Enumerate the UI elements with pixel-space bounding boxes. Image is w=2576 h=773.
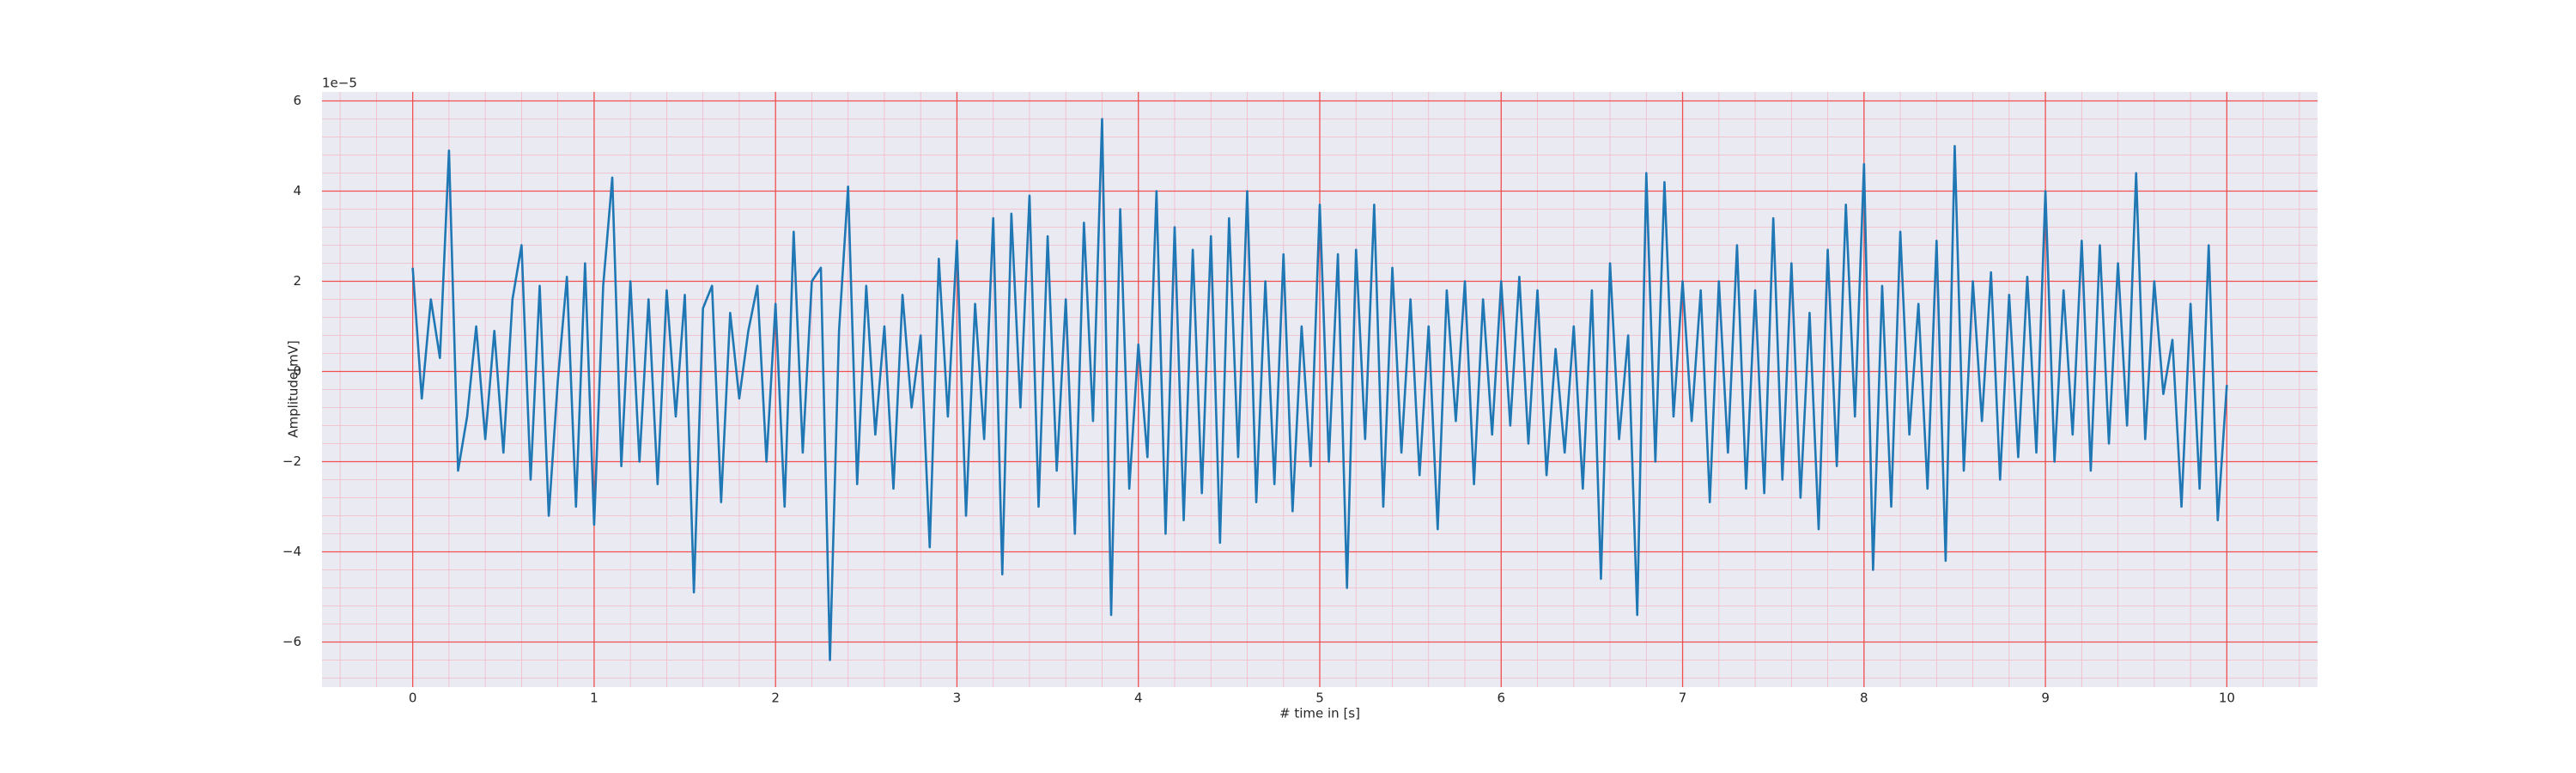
y-tick-label: 0 [293, 363, 301, 379]
x-tick-label: 3 [953, 691, 962, 706]
x-tick-label: 8 [1860, 691, 1868, 706]
x-tick-label: 4 [1134, 691, 1143, 706]
signal-line [411, 118, 2228, 661]
x-tick-label: 7 [1679, 691, 1687, 706]
y-tick-label: 2 [293, 273, 301, 289]
y-offset-text: 1e−5 [322, 76, 357, 91]
x-tick-label: 6 [1497, 691, 1505, 706]
x-tick-label: 1 [590, 691, 598, 706]
x-tick-label: 5 [1315, 691, 1324, 706]
x-tick-label: 2 [771, 691, 780, 706]
x-tick-label: 0 [409, 691, 417, 706]
y-tick-label: −2 [283, 453, 301, 469]
x-tick-label: 9 [2041, 691, 2050, 706]
x-tick-label: 10 [2219, 691, 2235, 706]
y-tick-label: 6 [293, 93, 301, 108]
y-axis-label: Amplitude[mV] [286, 340, 301, 437]
y-tick-label: 4 [293, 183, 301, 198]
y-tick-label: −4 [283, 544, 301, 559]
y-tick-label: −6 [283, 634, 301, 649]
x-axis-label: # time in [s] [1279, 706, 1360, 721]
